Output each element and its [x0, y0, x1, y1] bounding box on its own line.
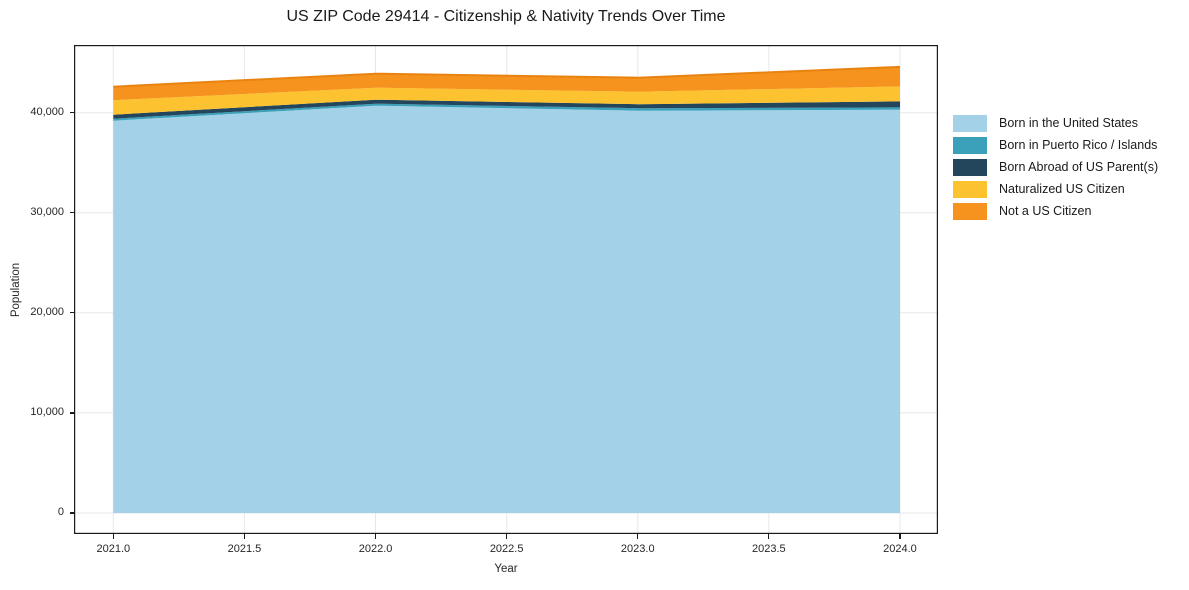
y-tick-mark: [69, 312, 74, 314]
legend-item: Born Abroad of US Parent(s): [953, 156, 1158, 178]
legend-item: Not a US Citizen: [953, 200, 1158, 222]
x-tick-mark: [899, 534, 901, 539]
y-tick-mark: [69, 112, 74, 114]
legend-item: Naturalized US Citizen: [953, 178, 1158, 200]
area-series: [113, 103, 901, 121]
y-axis-label: Population: [10, 262, 22, 318]
legend-swatch-icon: [953, 180, 987, 198]
plot-spines: [74, 45, 938, 534]
legend-label: Not a US Citizen: [999, 204, 1092, 218]
plot-area: [74, 45, 938, 534]
y-tick-label: 10,000: [30, 406, 64, 419]
x-tick-label: 2023.0: [620, 543, 655, 555]
area-top-edge: [113, 65, 901, 88]
area-series: [113, 99, 901, 119]
chart-title: US ZIP Code 29414 - Citizenship & Nativi…: [286, 8, 726, 25]
y-tick-mark: [69, 412, 74, 414]
legend-label: Born Abroad of US Parent(s): [999, 160, 1159, 174]
stacked-area-chart: [74, 45, 938, 534]
legend-label: Born in Puerto Rico / Islands: [999, 138, 1158, 152]
y-tick-mark: [69, 512, 74, 514]
legend-label: Born in the United States: [999, 116, 1138, 130]
legend-swatch-icon: [953, 136, 987, 154]
x-tick-mark: [112, 534, 114, 539]
x-axis-label: Year: [494, 563, 518, 575]
y-tick-label: 40,000: [30, 106, 64, 119]
x-tick-label: 2021.0: [96, 543, 131, 555]
y-tick-label: 30,000: [30, 206, 64, 219]
legend-swatch-icon: [953, 158, 987, 176]
legend-item: Born in the United States: [953, 112, 1158, 134]
x-tick-label: 2021.5: [227, 543, 262, 555]
legend-label: Naturalized US Citizen: [999, 182, 1125, 196]
y-tick-label: 20,000: [30, 306, 64, 319]
legend-swatch-icon: [953, 202, 987, 220]
y-tick-mark: [69, 212, 74, 214]
area-series: [113, 105, 901, 513]
x-tick-label: 2022.0: [358, 543, 393, 555]
x-tick-mark: [243, 534, 246, 539]
x-tick-label: 2024.0: [883, 543, 917, 555]
x-tick-label: 2023.5: [752, 543, 786, 555]
x-tick-mark: [768, 534, 770, 539]
x-tick-label: 2022.5: [489, 543, 524, 555]
legend-swatch-icon: [953, 114, 987, 132]
x-tick-mark: [506, 534, 508, 539]
y-tick-label: 0: [57, 506, 64, 519]
x-tick-mark: [637, 534, 639, 539]
legend: Born in the United States Born in Puerto …: [953, 112, 1158, 222]
legend-item: Born in Puerto Rico / Islands: [953, 134, 1158, 156]
area-series: [113, 86, 901, 115]
x-tick-mark: [374, 534, 377, 539]
